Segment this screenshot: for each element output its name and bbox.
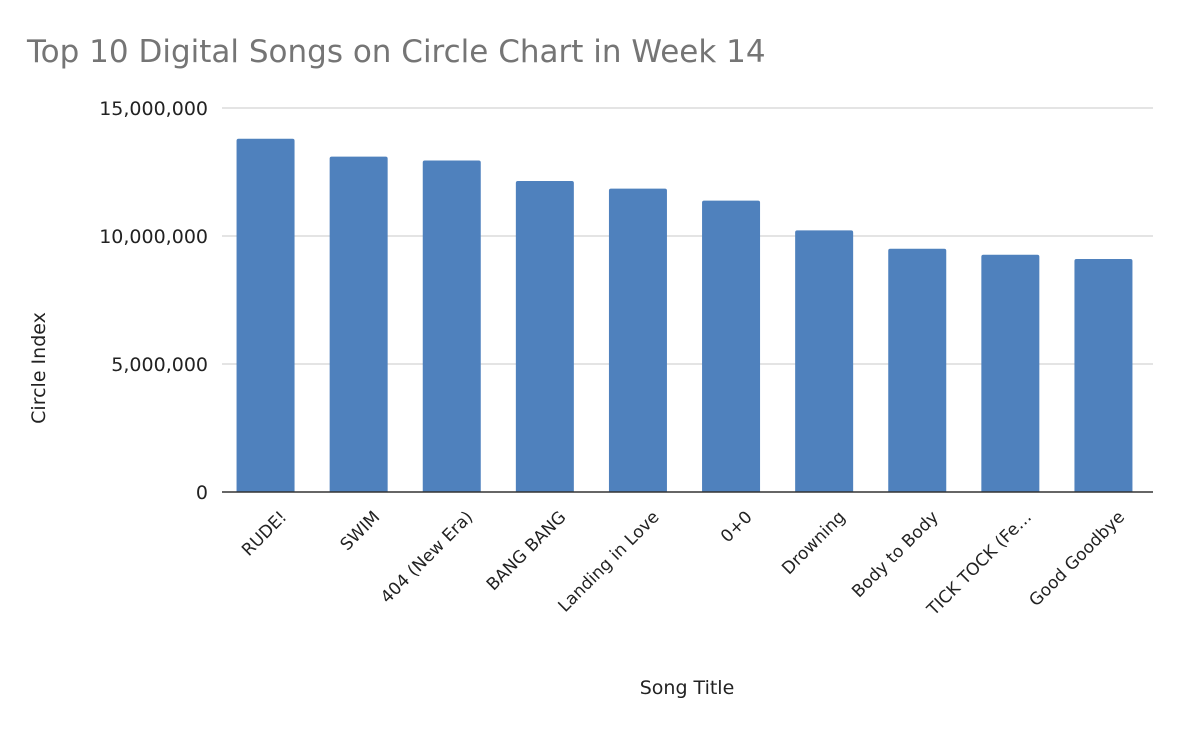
bar — [422, 160, 481, 493]
y-axis-ticks: 0 5,000,000 10,000,000 15,000,000 — [99, 98, 208, 504]
y-tick-label: 0 — [196, 482, 208, 504]
bar — [795, 230, 854, 493]
bar — [702, 200, 761, 492]
y-tick-label: 5,000,000 — [111, 354, 208, 376]
bar — [888, 248, 947, 492]
y-tick-label: 10,000,000 — [99, 226, 208, 248]
bar — [981, 254, 1040, 492]
x-tick-label: 404 (New Era) — [377, 507, 477, 607]
bar — [329, 156, 388, 492]
y-tick-label: 15,000,000 — [99, 98, 208, 120]
y-axis-label: Circle Index — [28, 312, 50, 424]
x-tick-label: Body to Body — [848, 507, 943, 602]
x-tick-label: SWIM — [337, 507, 385, 555]
x-axis-label: Song Title — [640, 677, 735, 699]
x-tick-label: Landing in Love — [554, 507, 663, 616]
bar — [236, 138, 295, 492]
bars — [236, 138, 1133, 493]
x-tick-label: RUDE! — [238, 507, 291, 560]
x-tick-label: BANG BANG — [483, 507, 571, 595]
bar — [1074, 259, 1133, 492]
x-tick-label: 0+0 — [717, 507, 757, 547]
x-tick-label: Drowning — [778, 507, 849, 578]
chart-title: Top 10 Digital Songs on Circle Chart in … — [26, 34, 766, 70]
x-tick-label: Good Goodbye — [1026, 507, 1129, 610]
bar — [515, 180, 574, 492]
bar — [608, 188, 667, 492]
